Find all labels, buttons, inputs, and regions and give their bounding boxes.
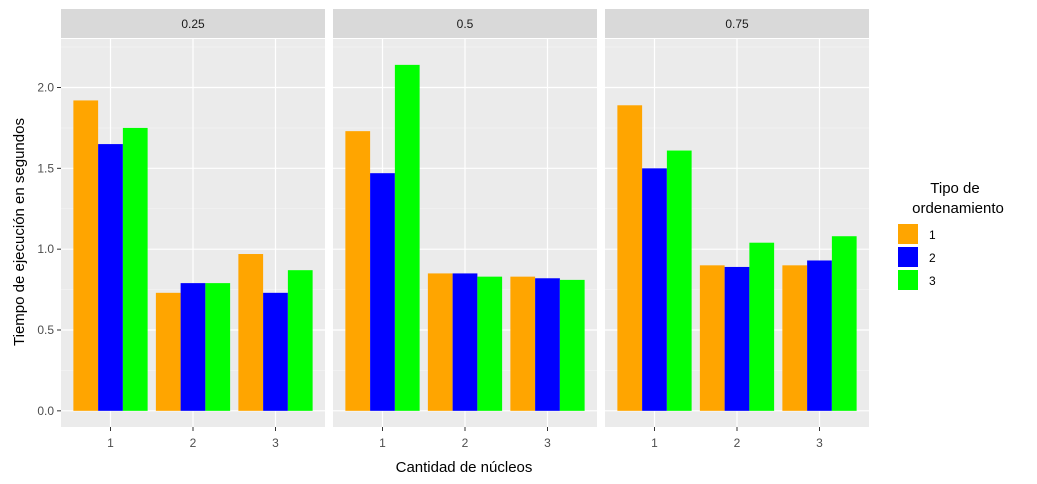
legend: Tipo de ordenamiento 1 2 3 <box>898 180 1004 290</box>
bar-panel0.25-cat2-series1 <box>155 292 181 411</box>
bar-panel0.75-cat2-series3 <box>749 242 775 411</box>
bar-panel0.75-cat3-series1 <box>782 265 808 411</box>
y-axis: 0.0 0.5 1.0 1.5 2.0 <box>37 81 61 418</box>
bar-panel0.75-cat1-series3 <box>666 150 692 411</box>
bar-panel0.25-cat2-series3 <box>205 283 231 411</box>
y-tick-label: 1.0 <box>37 242 54 256</box>
bar-panel0.5-cat1-series2 <box>370 173 395 411</box>
bar-panel0.25-cat3-series2 <box>263 292 288 411</box>
panels-layer: 0.25 1 2 3 0.5 1 2 3 0.75 1 2 3 0.0 0.5 1.0 1.5 2.0 <box>37 9 869 450</box>
y-tick-label: 1.5 <box>37 161 54 175</box>
bar-panel0.75-cat2-series1 <box>699 265 725 411</box>
legend-key-1 <box>898 224 918 244</box>
bar-panel0.5-cat3-series1 <box>510 276 536 411</box>
bar-panel0.25-cat3-series1 <box>238 254 264 411</box>
bar-panel0.5-cat2-series1 <box>427 273 453 411</box>
bar-panel0.5-cat2-series3 <box>477 276 503 411</box>
x-tick-label: 2 <box>190 436 197 450</box>
facet-strip <box>333 9 597 38</box>
legend-label-3: 3 <box>929 274 936 288</box>
legend-title-line1: Tipo de <box>930 180 979 197</box>
legend-key-2 <box>898 247 918 267</box>
x-tick-label: 3 <box>816 436 823 450</box>
legend-entries: 1 2 3 <box>898 224 936 290</box>
x-tick-label: 1 <box>107 436 114 450</box>
facet-strip-label: 0.5 <box>457 17 474 31</box>
panel-0.25: 0.25 1 2 3 <box>61 9 325 450</box>
panel-0.5: 0.5 1 2 3 <box>333 9 597 450</box>
bar-panel0.75-cat3-series3 <box>831 236 857 411</box>
x-tick-label: 3 <box>544 436 551 450</box>
facet-strip-label: 0.75 <box>725 17 749 31</box>
bar-panel0.25-cat1-series3 <box>122 127 148 411</box>
x-tick-label: 2 <box>734 436 741 450</box>
y-tick-label: 0.5 <box>37 323 54 337</box>
x-tick-label: 1 <box>379 436 386 450</box>
legend-label-2: 2 <box>929 251 936 265</box>
x-axis-title: Cantidad de núcleos <box>396 459 533 476</box>
y-tick-label: 2.0 <box>37 81 54 95</box>
facet-strip <box>61 9 325 38</box>
x-tick-label: 3 <box>272 436 279 450</box>
bar-panel0.25-cat3-series3 <box>287 270 313 411</box>
bar-panel0.5-cat3-series3 <box>559 279 585 411</box>
bar-panel0.5-cat2-series2 <box>452 273 478 411</box>
legend-title-line2: ordenamiento <box>912 200 1004 217</box>
bar-panel0.75-cat1-series2 <box>642 168 667 411</box>
x-tick-label: 1 <box>651 436 658 450</box>
bar-panel0.25-cat2-series2 <box>180 283 206 411</box>
facet-strip-label: 0.25 <box>181 17 205 31</box>
bar-panel0.75-cat1-series1 <box>617 105 643 411</box>
y-axis-title: Tiempo de ejecución en segundos <box>11 118 28 346</box>
bar-panel0.75-cat3-series2 <box>807 260 832 411</box>
bar-panel0.5-cat3-series2 <box>535 278 560 411</box>
facet-strip <box>605 9 869 38</box>
bar-panel0.5-cat1-series1 <box>345 131 371 411</box>
panel-0.75: 0.75 1 2 3 <box>605 9 869 450</box>
bar-panel0.75-cat2-series2 <box>724 266 750 411</box>
legend-key-3 <box>898 270 918 290</box>
bar-panel0.5-cat1-series3 <box>394 64 420 411</box>
x-tick-label: 2 <box>462 436 469 450</box>
bar-panel0.25-cat1-series1 <box>73 100 99 411</box>
legend-label-1: 1 <box>929 228 936 242</box>
y-tick-label: 0.0 <box>37 404 54 418</box>
bar-panel0.25-cat1-series2 <box>98 144 123 411</box>
